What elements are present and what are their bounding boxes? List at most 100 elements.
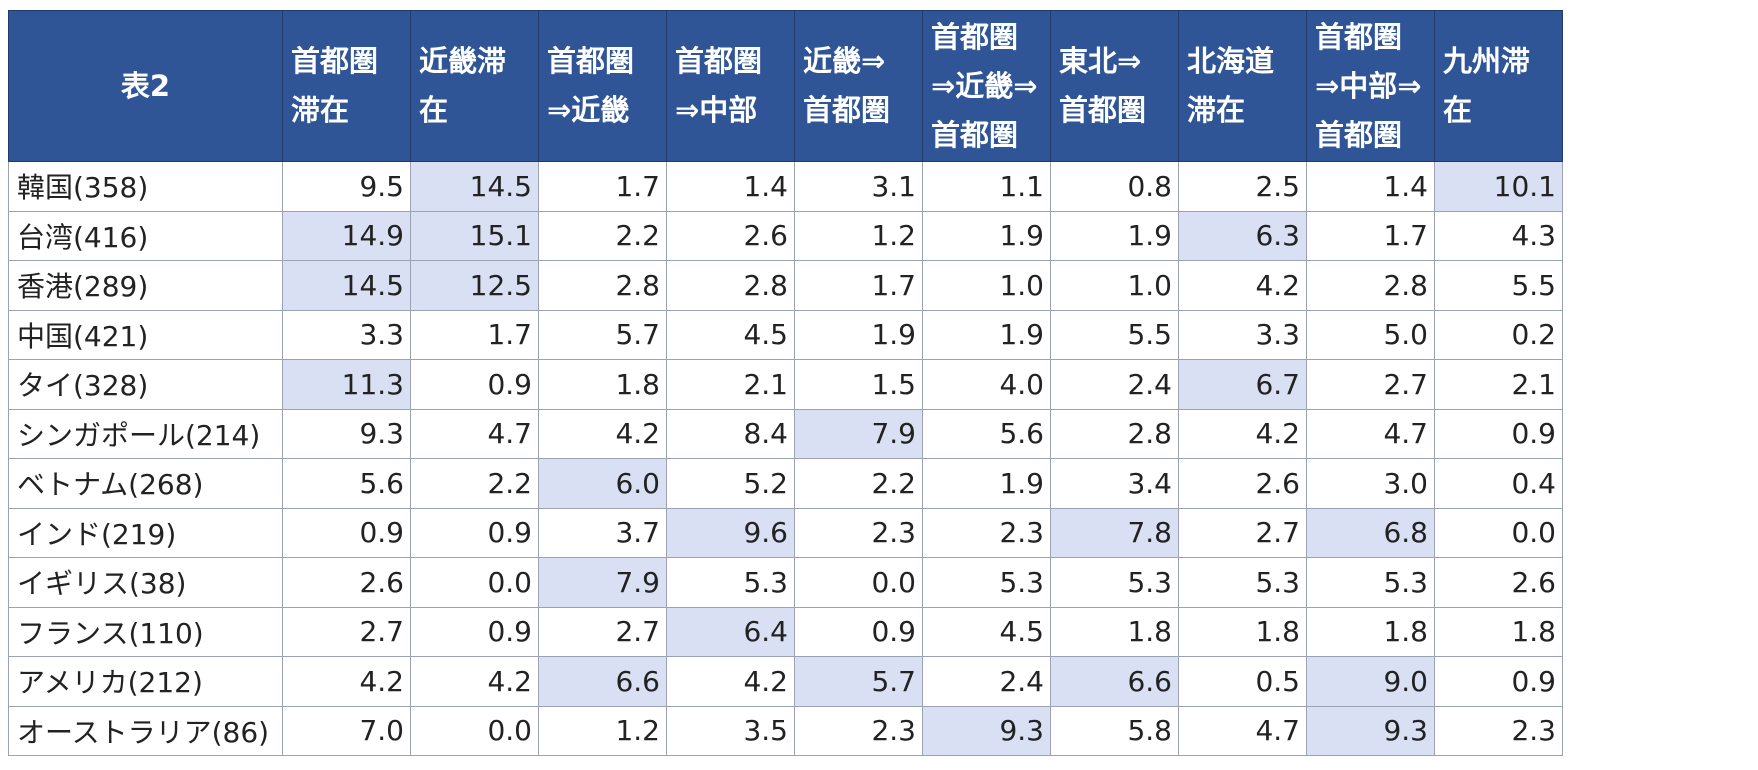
table-cell: 1.1: [922, 161, 1051, 212]
table-cell: 2.7: [1306, 359, 1435, 410]
row-label: フランス(110): [8, 606, 283, 657]
table-cell: 6.4: [666, 606, 795, 657]
table-cell: 1.9: [922, 210, 1051, 261]
table-cell: 5.3: [1050, 557, 1179, 608]
table-cell: 2.8: [538, 260, 667, 311]
table-cell: 1.4: [666, 161, 795, 212]
table-cell: 0.8: [1050, 161, 1179, 212]
table-cell: 1.7: [1306, 210, 1435, 261]
table-cell: 1.2: [538, 705, 667, 756]
table-cell: 5.3: [1178, 557, 1307, 608]
table-cell: 4.3: [1434, 210, 1563, 261]
table-cell: 2.8: [1306, 260, 1435, 311]
table-cell: 5.3: [922, 557, 1051, 608]
table-cell: 2.7: [282, 606, 411, 657]
table-cell: 1.5: [794, 359, 923, 410]
table-cell: 2.2: [538, 210, 667, 261]
table-cell: 6.6: [538, 656, 667, 707]
table-cell: 2.6: [1178, 458, 1307, 509]
table-cell: 0.0: [794, 557, 923, 608]
table-cell: 7.0: [282, 705, 411, 756]
table-row: 香港(289) 14.5 12.5 2.8 2.8 1.7 1.0 1.0 4.2 2.8 5.5: [8, 260, 1563, 311]
table-cell: 2.6: [282, 557, 411, 608]
table-row: オーストラリア(86) 7.0 0.0 1.2 3.5 2.3 9.3 5.8 4.7 9.3 2.…: [8, 705, 1563, 756]
table-cell: 12.5: [410, 260, 539, 311]
table-cell: 9.3: [1306, 705, 1435, 756]
table-cell: 2.2: [794, 458, 923, 509]
table-cell: 0.4: [1434, 458, 1563, 509]
table-cell: 1.8: [1306, 606, 1435, 657]
column-header: 東北⇒首都圏: [1050, 10, 1179, 162]
table-cell: 0.9: [410, 606, 539, 657]
table-cell: 1.7: [410, 309, 539, 360]
table-cell: 5.7: [794, 656, 923, 707]
table-row: インド(219) 0.9 0.9 3.7 9.6 2.3 2.3 7.8 2.7 6.8 0.0: [8, 507, 1563, 558]
table-cell: 11.3: [282, 359, 411, 410]
table-cell: 6.7: [1178, 359, 1307, 410]
table-cell: 4.7: [410, 408, 539, 459]
table-row: アメリカ(212) 4.2 4.2 6.6 4.2 5.7 2.4 6.6 0.5 9.0 0.9: [8, 656, 1563, 707]
table-cell: 4.2: [282, 656, 411, 707]
row-label: 香港(289): [8, 260, 283, 311]
table-cell: 7.9: [538, 557, 667, 608]
column-header: 首都圏⇒中部: [666, 10, 795, 162]
table-cell: 3.0: [1306, 458, 1435, 509]
row-label: 韓国(358): [8, 161, 283, 212]
table-cell: 0.9: [282, 507, 411, 558]
table-cell: 2.6: [1434, 557, 1563, 608]
table-cell: 1.7: [794, 260, 923, 311]
column-header: 首都圏⇒近畿⇒首都圏: [922, 10, 1051, 162]
table-cell: 5.3: [666, 557, 795, 608]
table-cell: 10.1: [1434, 161, 1563, 212]
table-cell: 1.8: [1434, 606, 1563, 657]
table-row: 台湾(416) 14.9 15.1 2.2 2.6 1.2 1.9 1.9 6.3 1.7 4.3: [8, 210, 1563, 261]
table-cell: 3.3: [282, 309, 411, 360]
table-cell: 1.8: [1178, 606, 1307, 657]
table-cell: 4.2: [538, 408, 667, 459]
table-cell: 5.8: [1050, 705, 1179, 756]
table-cell: 4.5: [666, 309, 795, 360]
row-label: アメリカ(212): [8, 656, 283, 707]
table-cell: 2.4: [1050, 359, 1179, 410]
table-cell: 2.3: [794, 507, 923, 558]
table-cell: 2.1: [1434, 359, 1563, 410]
table-cell: 6.6: [1050, 656, 1179, 707]
table-cell: 5.5: [1434, 260, 1563, 311]
table-cell: 2.4: [922, 656, 1051, 707]
table-cell: 6.0: [538, 458, 667, 509]
row-label: タイ(328): [8, 359, 283, 410]
table-cell: 1.9: [794, 309, 923, 360]
table-cell: 1.7: [538, 161, 667, 212]
table-cell: 7.8: [1050, 507, 1179, 558]
table-body: 韓国(358) 9.5 14.5 1.7 1.4 3.1 1.1 0.8 2.5 1.4 10.1 台…: [8, 161, 1563, 756]
table-cell: 5.0: [1306, 309, 1435, 360]
table-cell: 14.5: [282, 260, 411, 311]
table-cell: 2.8: [666, 260, 795, 311]
table-cell: 9.6: [666, 507, 795, 558]
table-cell: 2.2: [410, 458, 539, 509]
table-cell: 6.8: [1306, 507, 1435, 558]
column-header: 近畿⇒首都圏: [794, 10, 923, 162]
table-cell: 0.0: [1434, 507, 1563, 558]
table-cell: 0.5: [1178, 656, 1307, 707]
row-label: 中国(421): [8, 309, 283, 360]
table-row: タイ(328) 11.3 0.9 1.8 2.1 1.5 4.0 2.4 6.7 2.7 2.1: [8, 359, 1563, 410]
row-label: インド(219): [8, 507, 283, 558]
table-cell: 3.5: [666, 705, 795, 756]
row-label: ベトナム(268): [8, 458, 283, 509]
table-row: イギリス(38) 2.6 0.0 7.9 5.3 0.0 5.3 5.3 5.3 5.3 2.6: [8, 557, 1563, 608]
table-cell: 0.0: [410, 557, 539, 608]
table-cell: 1.8: [538, 359, 667, 410]
table-row: ベトナム(268) 5.6 2.2 6.0 5.2 2.2 1.9 3.4 2.6 3.0 0.4: [8, 458, 1563, 509]
table-cell: 14.5: [410, 161, 539, 212]
table-cell: 4.2: [410, 656, 539, 707]
table-cell: 5.5: [1050, 309, 1179, 360]
table-cell: 0.9: [410, 359, 539, 410]
table-cell: 3.1: [794, 161, 923, 212]
table-cell: 4.5: [922, 606, 1051, 657]
table-cell: 2.3: [1434, 705, 1563, 756]
column-header: 首都圏⇒中部⇒首都圏: [1306, 10, 1435, 162]
table-cell: 9.3: [922, 705, 1051, 756]
column-header: 首都圏滞在: [282, 10, 411, 162]
column-header: 首都圏⇒近畿: [538, 10, 667, 162]
